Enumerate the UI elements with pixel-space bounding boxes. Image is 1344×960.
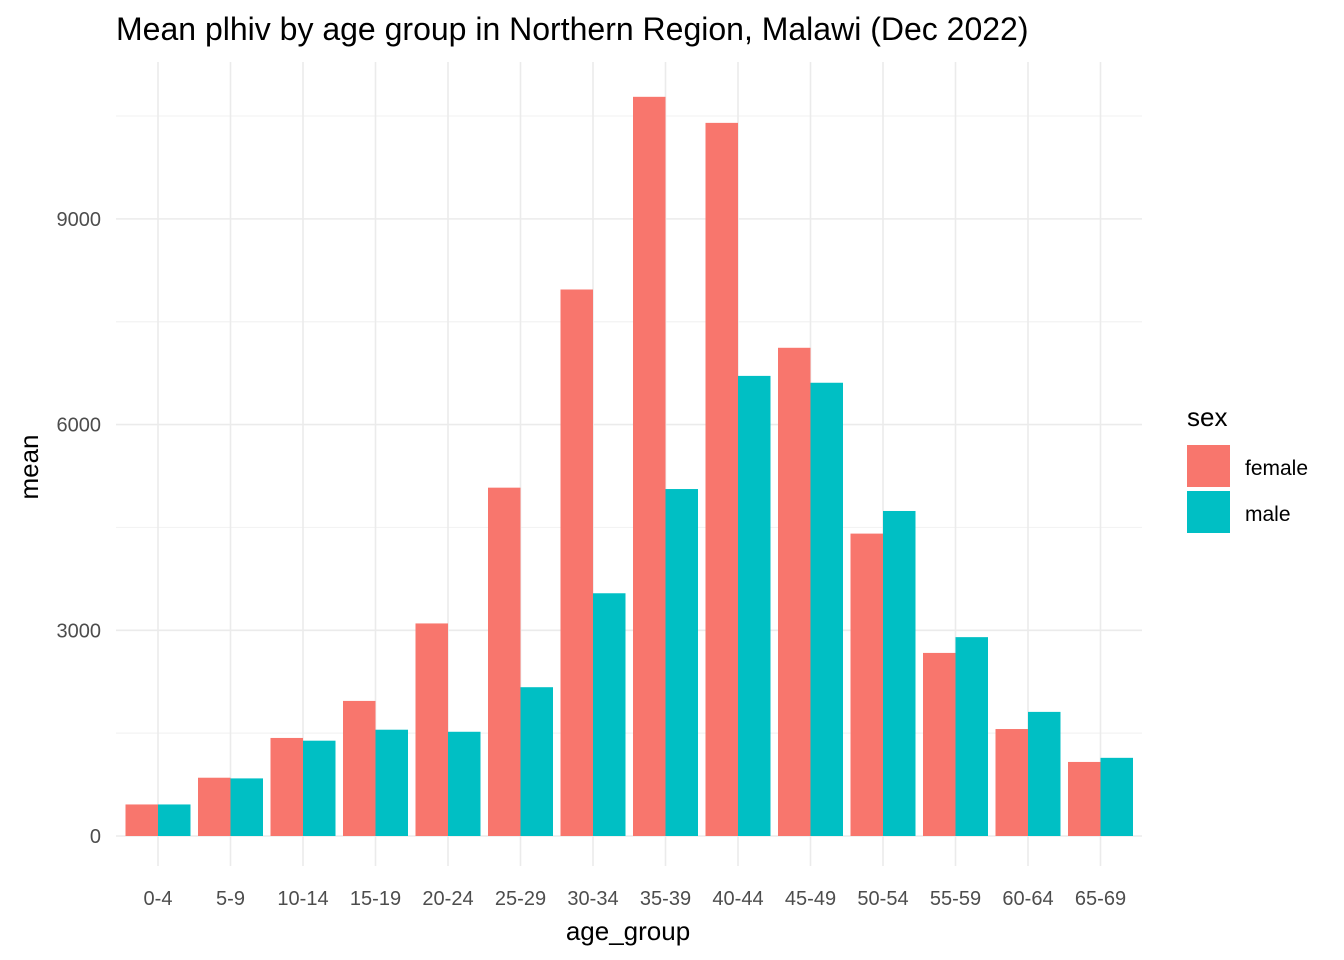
y-axis-ticks: 0 3000 6000 9000 <box>57 209 102 848</box>
x-axis-title: age_group <box>566 916 690 946</box>
bar-male-60-64 <box>1028 711 1061 836</box>
bar-female-20-24 <box>415 623 448 836</box>
bar-male-0-4 <box>158 804 191 836</box>
bar-male-40-44 <box>738 375 771 836</box>
bar-male-65-69 <box>1100 757 1133 836</box>
bar-female-50-54 <box>850 533 883 836</box>
bar-female-10-14 <box>270 737 303 836</box>
bar-male-15-19 <box>375 729 408 836</box>
legend: sex female male <box>1187 402 1308 533</box>
x-tick-label: 35-39 <box>640 888 691 910</box>
legend-swatch-female <box>1187 445 1230 487</box>
y-tick-label: 0 <box>90 826 101 848</box>
y-tick-label: 6000 <box>57 415 102 437</box>
x-tick-label: 0-4 <box>144 888 173 910</box>
bar-female-55-59 <box>923 652 956 836</box>
x-tick-label: 30-34 <box>567 888 618 910</box>
bar-female-30-34 <box>560 289 593 837</box>
bars <box>125 96 1133 837</box>
bar-female-65-69 <box>1068 761 1101 836</box>
x-tick-label: 40-44 <box>712 888 763 910</box>
bar-male-35-39 <box>665 489 698 836</box>
bar-male-25-29 <box>520 687 553 836</box>
x-tick-label: 65-69 <box>1075 888 1126 910</box>
bar-female-0-4 <box>125 804 158 836</box>
legend-swatch-male <box>1187 491 1230 533</box>
y-tick-label: 9000 <box>57 209 102 231</box>
x-tick-label: 55-59 <box>930 888 981 910</box>
bar-male-5-9 <box>230 778 263 836</box>
x-tick-label: 10-14 <box>277 888 328 910</box>
y-axis-title: mean <box>14 434 44 499</box>
x-tick-label: 5-9 <box>216 888 245 910</box>
bar-female-60-64 <box>995 729 1028 836</box>
legend-title: sex <box>1187 402 1227 432</box>
bar-male-20-24 <box>448 731 481 836</box>
bar-female-25-29 <box>488 487 521 836</box>
x-tick-label: 20-24 <box>422 888 473 910</box>
x-tick-label: 60-64 <box>1002 888 1053 910</box>
y-tick-label: 3000 <box>57 620 102 642</box>
grid-lines <box>116 62 1142 866</box>
chart-title: Mean plhiv by age group in Northern Regi… <box>116 11 1028 47</box>
bar-male-50-54 <box>883 510 916 836</box>
bar-female-45-49 <box>778 347 811 836</box>
x-tick-label: 50-54 <box>857 888 908 910</box>
bar-male-30-34 <box>593 593 626 836</box>
bar-female-40-44 <box>705 122 738 836</box>
legend-label-female: female <box>1245 457 1308 480</box>
x-tick-label: 45-49 <box>785 888 836 910</box>
bar-female-15-19 <box>343 700 376 836</box>
bar-female-5-9 <box>198 777 231 836</box>
x-axis-ticks: 0-4 5-9 10-14 15-19 20-24 25-29 30-34 35-39 40-4… <box>144 888 1127 910</box>
bar-female-35-39 <box>633 96 666 836</box>
bar-male-55-59 <box>955 637 988 836</box>
bar-male-10-14 <box>303 740 336 836</box>
x-tick-label: 25-29 <box>495 888 546 910</box>
bar-male-45-49 <box>810 382 843 836</box>
x-tick-label: 15-19 <box>350 888 401 910</box>
legend-label-male: male <box>1245 503 1291 526</box>
